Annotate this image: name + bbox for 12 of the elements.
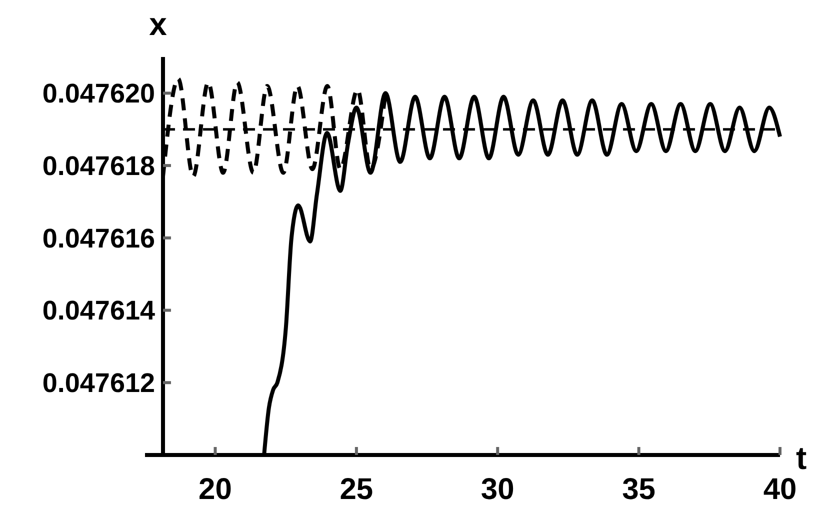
- y-tick-label: 0.047620: [42, 78, 155, 109]
- x-tick-label: 25: [340, 473, 374, 506]
- y-tick-label: 0.047618: [42, 150, 155, 181]
- y-tick-label: 0.047612: [42, 368, 155, 398]
- y-axis-title: x: [149, 6, 168, 42]
- x-tick-label: 35: [622, 473, 656, 506]
- x-axis-title: t: [796, 440, 807, 476]
- x-tick-label: 20: [198, 473, 232, 506]
- x-tick-label: 30: [480, 473, 514, 506]
- y-tick-label: 0.047614: [42, 296, 155, 326]
- y-tick-label: 0.047616: [42, 223, 155, 254]
- x-tick-label: 40: [763, 473, 797, 506]
